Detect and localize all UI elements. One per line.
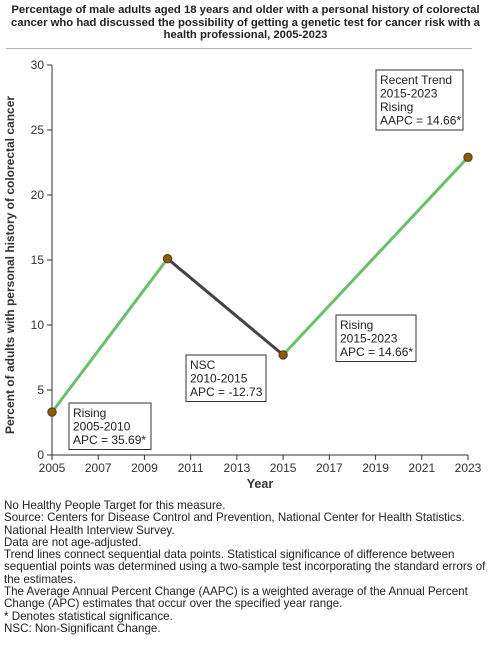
annotation-2010-2015-line-1: NSC: [190, 358, 216, 372]
annotation-2015-2023-box: [335, 314, 417, 362]
annotation-2005-2010-box: [68, 402, 152, 450]
y-tick-label: 5: [37, 383, 44, 397]
data-point-2023: [463, 152, 473, 163]
annotation-2010-2015-line-3: APC = -12.73: [190, 385, 263, 399]
annotation-recent-trend-line-2: 2015-2023: [380, 87, 438, 101]
annotation-recent-trend-line-1: Recent Trend: [380, 73, 452, 87]
y-tick-label: 30: [31, 58, 45, 72]
annotation-2015-2023-line-2: 2015-2023: [340, 332, 398, 346]
x-tick-label: 2017: [316, 461, 343, 475]
x-tick-label: 2009: [131, 461, 158, 475]
trend-segment-1: [50, 257, 170, 414]
trend-segment-2: [166, 257, 285, 357]
x-tick-label: 2013: [224, 461, 251, 475]
note-significance: * Denotes statistical significance.: [4, 609, 173, 623]
note-source: Source: Centers for Disease Control and …: [4, 511, 465, 537]
footnotes: No Healthy People Target for this measur…: [4, 499, 490, 635]
line-chart: 0 5 10 15 20 25 30 2005 2007 2009 2011 2013 2015 2017…: [3, 58, 482, 491]
note-target: No Healthy People Target for this measur…: [4, 499, 226, 512]
note-aapc: The Average Annual Percent Change (AAPC)…: [4, 585, 468, 611]
y-tick-label: 0: [37, 448, 44, 462]
y-axis-title: Percent of adults with personal history …: [3, 96, 17, 434]
x-tick-label: 2021: [408, 461, 435, 475]
x-tick-label: 2023: [455, 461, 482, 475]
y-tick-label: 10: [31, 318, 45, 332]
x-tick-label: 2015: [270, 461, 297, 475]
annotation-2005-2010-line-1: Rising: [73, 406, 106, 420]
x-tick-label: 2007: [85, 461, 112, 475]
x-tick-label: 2005: [39, 461, 66, 475]
annotation-recent-trend-line-3: Rising: [380, 100, 413, 114]
annotation-recent-trend-box: [375, 69, 464, 131]
y-tick-label: 20: [31, 188, 45, 202]
data-point-2010: [162, 254, 173, 264]
annotation-2010-2015-line-2: 2010-2015: [190, 372, 248, 386]
x-axis-title: Year: [247, 477, 274, 491]
y-tick-label: 15: [31, 253, 45, 267]
y-tick-label: 25: [31, 123, 45, 137]
title-divider: [6, 48, 472, 49]
note-age-adjust: Data are not age-adjusted.: [4, 535, 142, 549]
annotation-2005-2010-line-2: 2005-2010: [73, 420, 131, 434]
note-nsc: NSC: Non-Significant Change.: [4, 621, 161, 635]
note-trend-lines: Trend lines connect sequential data poin…: [4, 548, 486, 586]
annotation-2005-2010-line-3: APC = 35.69*: [73, 433, 146, 447]
annotation-2015-2023-line-3: APC = 14.66*: [340, 345, 413, 359]
annotation-2015-2023-line-1: Rising: [340, 318, 373, 332]
annotation-recent-trend-line-4: AAPC = 14.66*: [380, 114, 461, 128]
data-point-2015: [278, 350, 288, 360]
chart-title: Percentage of male adults aged 18 years …: [11, 4, 480, 41]
x-tick-label: 2011: [178, 461, 204, 475]
annotation-2010-2015-box: [185, 354, 267, 402]
trend-segment-3: [281, 155, 470, 357]
data-point-2005: [47, 407, 57, 417]
x-tick-label: 2019: [362, 461, 389, 475]
